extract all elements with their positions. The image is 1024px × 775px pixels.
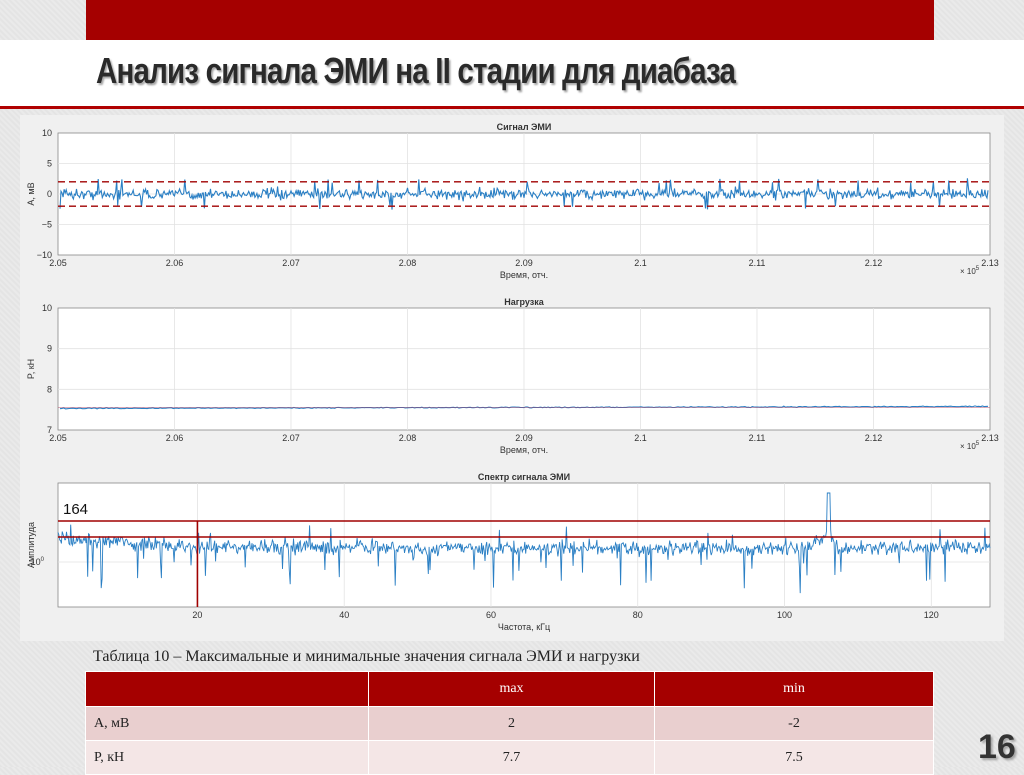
y-axis-label: P, кН: [26, 359, 36, 379]
table-caption: Таблица 10 – Максимальные и минимальные …: [93, 648, 640, 665]
table-header-row: max min: [85, 671, 934, 707]
figure-panel: Сигнал ЭМИ Время, отч. А, мВ 2.05 2.06 2.07 2.…: [20, 115, 1004, 641]
chart-title: Сигнал ЭМИ: [497, 122, 552, 132]
x-tick-label: 2.11: [749, 258, 766, 268]
x-tick-label: 2.13: [981, 433, 999, 443]
x-multiplier: × 105: [960, 266, 980, 276]
x-tick-label: 2.07: [282, 258, 300, 268]
y-tick-label: 8: [47, 384, 52, 394]
annotation-label: 164: [63, 501, 88, 518]
title-band: [0, 40, 1024, 109]
x-axis-label: Частота, кГц: [498, 622, 550, 632]
x-tick-label: 2.1: [634, 258, 647, 268]
row-max: 7.7: [368, 740, 655, 775]
chart-title: Нагрузка: [504, 297, 544, 307]
x-tick-label: 120: [924, 610, 939, 620]
x-axis-label: Время, отч.: [500, 270, 548, 280]
x-tick-label: 2.06: [166, 258, 184, 268]
x-tick-label: 2.06: [166, 433, 184, 443]
y-tick-label: 10: [42, 128, 52, 138]
y-axis-label: А, мВ: [26, 182, 36, 205]
x-multiplier: × 105: [960, 441, 980, 451]
y-tick-label: 100: [31, 557, 45, 567]
y-tick-label: 10: [42, 303, 52, 313]
row-label: P, кН: [85, 740, 369, 775]
x-axis-label: Время, отч.: [500, 445, 548, 455]
y-tick-label: 0: [47, 189, 52, 199]
slide-title: Анализ сигнала ЭМИ на II стадии для диаб…: [96, 50, 736, 91]
y-tick-label: −5: [42, 220, 52, 230]
top-accent-bar: [86, 0, 934, 40]
x-tick-label: 2.13: [981, 258, 999, 268]
table-header-blank: [85, 671, 369, 707]
table-row: А, мВ 2 -2: [85, 706, 934, 741]
x-tick-label: 2.09: [515, 433, 533, 443]
row-max: 2: [368, 706, 655, 741]
row-label: А, мВ: [85, 706, 369, 741]
y-tick-label: 7: [47, 425, 52, 435]
minmax-table: max min А, мВ 2 -2 P, кН 7.7 7.5: [85, 671, 934, 775]
table-header-min: min: [654, 671, 934, 707]
table-row: P, кН 7.7 7.5: [85, 740, 934, 775]
x-tick-label: 2.12: [865, 258, 883, 268]
x-tick-label: 2.05: [49, 433, 67, 443]
row-min: -2: [654, 706, 934, 741]
x-tick-label: 100: [777, 610, 792, 620]
x-tick-label: 40: [339, 610, 349, 620]
x-tick-label: 2.09: [515, 258, 533, 268]
x-tick-label: 2.08: [399, 433, 417, 443]
series-line: [59, 178, 989, 210]
plot-area: [57, 482, 991, 608]
x-tick-label: 2.08: [399, 258, 417, 268]
y-tick-label: 9: [47, 344, 52, 354]
x-tick-label: 80: [633, 610, 643, 620]
x-tick-label: 2.07: [282, 433, 300, 443]
y-tick-label: −10: [37, 250, 52, 260]
x-tick-label: 20: [192, 610, 202, 620]
x-tick-label: 2.11: [749, 433, 766, 443]
series-line: [57, 492, 991, 594]
x-tick-label: 2.05: [49, 258, 67, 268]
table-header-max: max: [368, 671, 655, 707]
x-tick-label: 2.12: [865, 433, 883, 443]
row-min: 7.5: [654, 740, 934, 775]
page-number: 16: [978, 728, 1016, 766]
charts-figure: Сигнал ЭМИ Время, отч. А, мВ 2.05 2.06 2.07 2.…: [26, 122, 999, 632]
x-tick-label: 60: [486, 610, 496, 620]
chart-title: Спектр сигнала ЭМИ: [478, 472, 570, 482]
y-tick-label: 5: [47, 159, 52, 169]
y-axis-label: Амплитуда: [26, 522, 36, 568]
x-tick-label: 2.1: [634, 433, 647, 443]
